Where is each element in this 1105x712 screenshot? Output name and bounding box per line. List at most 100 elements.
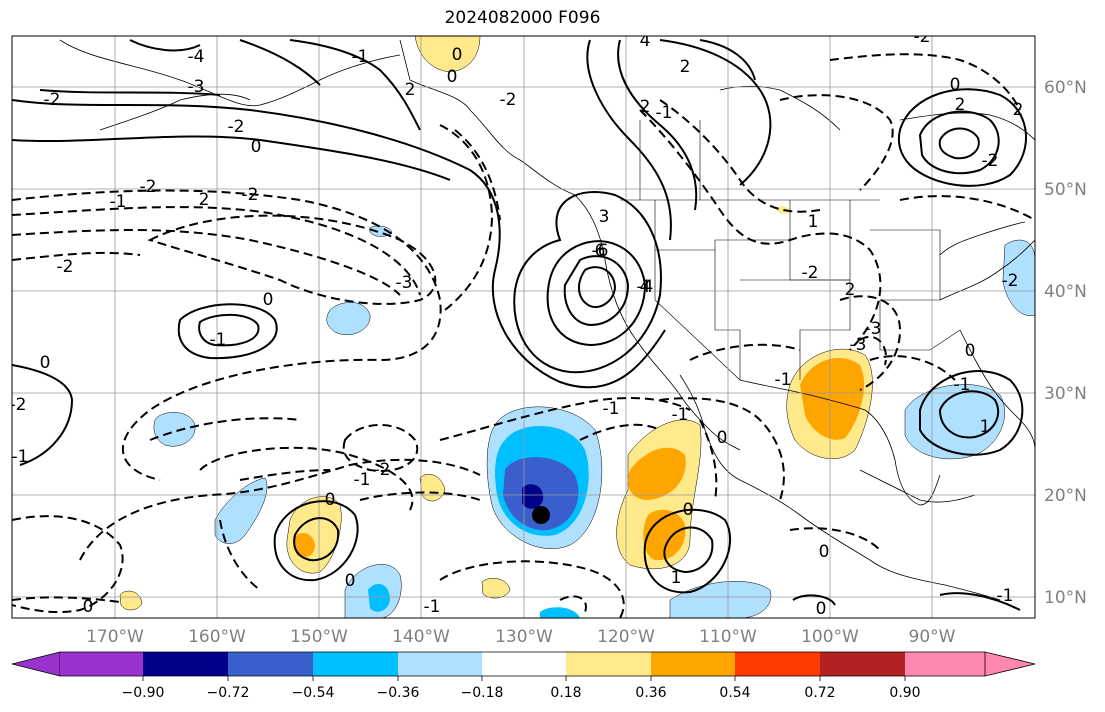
contour-label: 4 (640, 277, 651, 297)
lat-label: 60°N (1044, 78, 1087, 98)
lat-label: 50°N (1044, 180, 1087, 200)
contour-label: 0 (816, 599, 827, 619)
contour-label: 0 (251, 137, 262, 157)
contour-label: -2 (228, 117, 245, 137)
lon-label: 170°W (86, 627, 144, 647)
contour-label: 0 (447, 67, 458, 87)
contour-label: -2 (802, 263, 819, 283)
lat-label: 30°N (1044, 384, 1087, 404)
contour-label: -4 (188, 47, 205, 67)
dashed-contours (12, 53, 1035, 618)
colorbar-swatch (820, 652, 905, 676)
contour-label: -4 (637, 277, 654, 297)
contour-label: -2 (10, 395, 27, 415)
colorbar-tick-label: 0.72 (804, 685, 835, 701)
contour-label: 2 (955, 95, 966, 115)
contour-label: -1 (672, 405, 689, 425)
contour-label: 1 (808, 212, 819, 232)
lon-label: 130°W (495, 627, 553, 647)
longitude-labels: 170°W 160°W 150°W 140°W 130°W 120°W 110°… (86, 627, 956, 647)
contour-label: -3 (850, 335, 867, 355)
contour-label: 0 (345, 571, 356, 591)
colorbar-swatch (398, 652, 482, 676)
contour-label: -2 (57, 257, 74, 277)
colorbar-swatch (735, 652, 820, 676)
colorbar-tick-label: −0.36 (377, 685, 420, 701)
contour-label: 2 (680, 57, 691, 77)
colorbar-tick-label: −0.90 (122, 685, 165, 701)
contour-label: 2 (845, 280, 856, 300)
state-borders (620, 120, 961, 381)
colorbar-extend-low (11, 651, 61, 677)
contour-label: 1 (671, 568, 682, 588)
colorbar-tick-label: 0.54 (719, 685, 750, 701)
map-frame (11, 35, 1036, 619)
lon-label: 160°W (188, 627, 246, 647)
lat-label: 10°N (1044, 588, 1087, 608)
contour-label: -1 (354, 470, 371, 490)
colorbar-swatch (482, 652, 566, 676)
contour-label: -2 (982, 151, 999, 171)
colorbar-extend-high (984, 651, 1036, 677)
contour-label: 0 (452, 45, 463, 65)
lon-label: 150°W (290, 627, 348, 647)
map-content: -4 -3 -2 0 0 2 4 -2 -1 0 -2 2 -2 -3 -6 -… (10, 27, 1035, 619)
colorbar-swatch (313, 652, 398, 676)
colorbar: −0.90 −0.72 −0.54 −0.36 −0.18 0.18 0.36 … (11, 651, 1036, 701)
contour-label: 0 (717, 428, 728, 448)
colorbar-tick-label: −0.54 (292, 685, 335, 701)
latitude-labels: 60°N 50°N 40°N 30°N 20°N 10°N (1044, 78, 1087, 608)
lon-label: 90°W (909, 627, 956, 647)
colorbar-tick-label: −0.72 (207, 685, 250, 701)
contour-label: -1 (954, 375, 971, 395)
lon-label: 120°W (597, 627, 655, 647)
contour-label: 2 (405, 80, 416, 100)
colorbar-tick-label: 0.36 (635, 685, 666, 701)
colorbar-swatch (905, 652, 985, 676)
colorbar-tick-label: −0.18 (461, 685, 504, 701)
contour-label: -1 (997, 586, 1014, 606)
gridlines (12, 36, 1035, 618)
contour-label: -1 (424, 597, 441, 617)
contour-label: -2 (44, 90, 61, 110)
contour-label: -2 (1002, 271, 1019, 291)
contour-label: -1 (603, 399, 620, 419)
lat-label: 20°N (1044, 486, 1087, 506)
map-title: 2024082000 F096 (444, 8, 601, 28)
contour-label: -1 (110, 192, 127, 212)
contour-label: 2 (1013, 100, 1024, 120)
contour-label: -3 (396, 273, 413, 293)
contour-label: -2 (374, 460, 391, 480)
contour-label: 0 (263, 290, 274, 310)
contour-label: 1 (980, 417, 991, 437)
contour-label: -1 (656, 103, 673, 123)
contour-label: 0 (965, 341, 976, 361)
lat-label: 40°N (1044, 282, 1087, 302)
contour-label: -1 (775, 370, 792, 390)
contour-label: 0 (683, 500, 694, 520)
colorbar-swatch (60, 652, 143, 676)
contour-label: 0 (950, 75, 961, 95)
contour-label: -2 (500, 90, 517, 110)
contour-label: -1 (12, 447, 29, 467)
contour-label: -1 (352, 47, 369, 67)
contour-label: -1 (210, 330, 227, 350)
coastlines (59, 39, 1035, 601)
contour-label: -2 (140, 177, 157, 197)
colorbar-swatch (566, 652, 651, 676)
contour-label: 0 (325, 490, 336, 510)
colorbar-swatch (651, 652, 735, 676)
lon-label: 110°W (699, 627, 757, 647)
contour-label: -2 (914, 27, 931, 47)
solid-contours (12, 39, 1027, 611)
colorbar-tick-label: 0.90 (889, 685, 920, 701)
lon-label: 100°W (801, 627, 859, 647)
contour-label: 0 (819, 542, 830, 562)
contour-label: -3 (865, 319, 882, 339)
colorbar-tick-label: 0.18 (550, 685, 581, 701)
colorbar-swatch (228, 652, 313, 676)
lon-label: 140°W (392, 627, 450, 647)
contour-label: 0 (40, 353, 51, 373)
contour-label: -6 (592, 241, 609, 261)
